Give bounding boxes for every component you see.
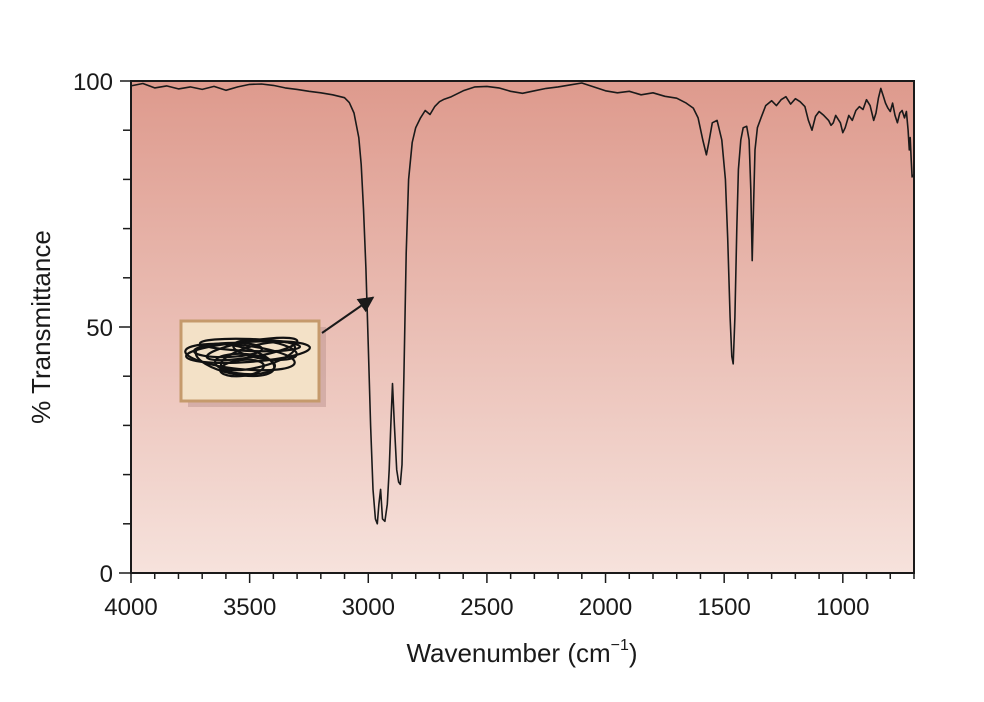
y-tick-label: 0 (100, 561, 113, 588)
y-tick-label: 100 (73, 69, 113, 96)
x-tick-label: 4000 (104, 594, 157, 621)
plot-frame (130, 80, 915, 574)
callout-annotation (179, 296, 375, 407)
y-title-crop-mask-bottom (0, 437, 120, 557)
callout-arrow (321, 296, 375, 334)
y-axis-title: % Transmittance (26, 230, 56, 424)
y-axis-ticks (119, 80, 131, 574)
x-tick-label: 1000 (816, 594, 869, 621)
x-axis-title: Wavenumber (cm−1) (406, 637, 637, 668)
x-tick-label: 2500 (460, 594, 513, 621)
x-axis-ticks (130, 573, 915, 583)
series-line-transmittance (130, 82, 914, 525)
callout-scribble (184, 336, 311, 378)
x-tick-labels: 4000 3500 3000 2500 2000 1500 1000 (104, 594, 869, 621)
y-title-crop-mask (0, 0, 120, 215)
x-tick-label: 2000 (579, 594, 632, 621)
x-tick-label: 3500 (223, 594, 276, 621)
x-tick-label: 1500 (697, 594, 750, 621)
x-tick-label: 3000 (342, 594, 395, 621)
y-tick-label: 50 (86, 315, 113, 342)
y-tick-labels-overlay: 0 50 100 (73, 69, 113, 588)
